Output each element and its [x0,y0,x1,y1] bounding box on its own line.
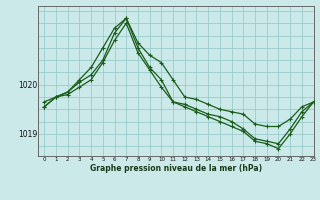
X-axis label: Graphe pression niveau de la mer (hPa): Graphe pression niveau de la mer (hPa) [90,164,262,173]
